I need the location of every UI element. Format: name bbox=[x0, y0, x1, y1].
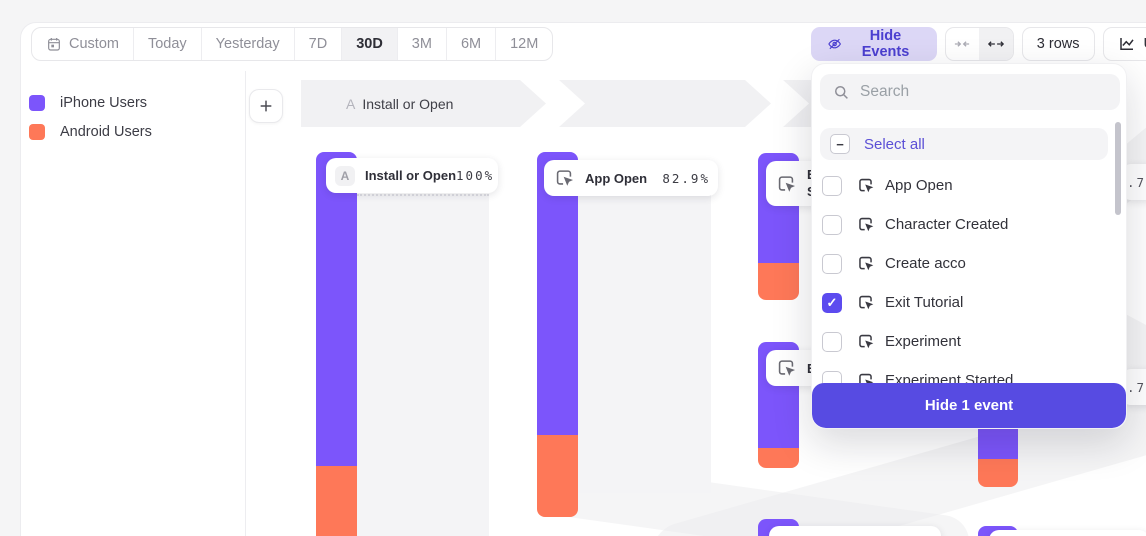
step-card-install-or-open: A Install or Open 100% bbox=[326, 158, 498, 193]
step-badge: A bbox=[335, 165, 355, 186]
step-card-value: 82.9% bbox=[662, 170, 710, 186]
add-step-button[interactable] bbox=[249, 89, 283, 123]
legend-label: iPhone Users bbox=[60, 95, 148, 111]
select-all-checkbox[interactable] bbox=[830, 134, 850, 154]
legend-item-iphone-users[interactable]: iPhone Users bbox=[29, 95, 152, 111]
toolbar-right: Hide Events 3 rows U bbox=[811, 27, 1146, 61]
event-icon bbox=[775, 173, 797, 195]
event-item-create-acco[interactable]: Create acco bbox=[812, 244, 1126, 283]
date-range-custom[interactable]: Custom bbox=[32, 28, 134, 60]
funnel-step-header-2[interactable] bbox=[559, 80, 771, 127]
arrows-collapse-icon bbox=[955, 41, 970, 47]
event-icon bbox=[856, 332, 875, 351]
date-range-6m[interactable]: 6M bbox=[447, 28, 497, 60]
date-range-30d[interactable]: 30D bbox=[342, 28, 398, 60]
edge-value: .7% bbox=[1127, 174, 1146, 190]
main-panel: Custom Today Yesterday 7D 30D 3M 6M 12M … bbox=[20, 22, 1146, 536]
event-item-exit-tutorial[interactable]: Exit Tutorial bbox=[812, 283, 1126, 322]
bar-segment-android bbox=[758, 263, 799, 300]
plus-icon bbox=[260, 100, 272, 112]
rows-button[interactable]: 3 rows bbox=[1021, 27, 1095, 61]
funnel-bar-step1[interactable] bbox=[316, 152, 357, 536]
event-icon bbox=[856, 215, 875, 234]
legend-item-android-users[interactable]: Android Users bbox=[29, 124, 152, 140]
rows-label: 3 rows bbox=[1036, 36, 1080, 52]
event-label: Create acco bbox=[885, 255, 966, 272]
step-prefix: A bbox=[346, 95, 356, 112]
step-panel-1 bbox=[357, 194, 489, 536]
hide-selected-events-button[interactable]: Hide 1 event bbox=[812, 383, 1126, 428]
search-input[interactable] bbox=[860, 83, 1108, 101]
date-range-12m[interactable]: 12M bbox=[510, 36, 539, 52]
date-range-label: Custom bbox=[69, 36, 119, 52]
event-checkbox[interactable] bbox=[822, 331, 842, 352]
calendar-icon bbox=[48, 38, 60, 51]
event-checkbox[interactable] bbox=[822, 253, 842, 274]
bar-segment-android bbox=[978, 459, 1018, 487]
event-item-app-open[interactable]: App Open bbox=[812, 166, 1126, 205]
event-icon bbox=[856, 176, 875, 195]
step-card-label: Install or Open bbox=[365, 168, 457, 183]
bar-segment-iphone bbox=[537, 152, 578, 435]
legend-swatch bbox=[29, 95, 45, 111]
step-card-label: App Open bbox=[585, 170, 648, 186]
chart-type-button[interactable]: U bbox=[1102, 27, 1146, 61]
date-range-3m[interactable]: 3M bbox=[398, 28, 447, 60]
funnel-step-header-1[interactable]: A Install or Open bbox=[301, 80, 546, 127]
event-icon bbox=[856, 254, 875, 273]
dropdown-scrollbar-thumb[interactable] bbox=[1115, 122, 1121, 215]
legend-swatch bbox=[29, 124, 45, 140]
event-icon bbox=[775, 357, 797, 379]
bar-segment-android bbox=[758, 448, 799, 468]
step-card-app-open: App Open 82.9% bbox=[544, 160, 718, 196]
hide-events-button[interactable]: Hide Events bbox=[811, 27, 937, 61]
arrows-expand-icon bbox=[987, 41, 1005, 47]
event-checkbox[interactable] bbox=[822, 214, 842, 235]
event-label: Character Created bbox=[885, 216, 1009, 233]
expand-columns-button[interactable] bbox=[979, 28, 1013, 60]
edge-value: .7% bbox=[1127, 379, 1146, 395]
step-card-value: 100% bbox=[456, 168, 495, 183]
series-legend: iPhone Users Android Users bbox=[29, 95, 152, 153]
collapse-columns-button[interactable] bbox=[946, 28, 980, 60]
funnel-bar-step2[interactable] bbox=[537, 152, 578, 517]
step-panel-2 bbox=[578, 194, 711, 493]
event-label: App Open bbox=[885, 177, 953, 194]
hide-events-label: Hide Events bbox=[861, 28, 910, 60]
event-icon bbox=[553, 167, 575, 189]
date-range-7d[interactable]: 7D bbox=[295, 28, 343, 60]
search-box bbox=[820, 74, 1120, 110]
event-item-character-created[interactable]: Character Created bbox=[812, 205, 1126, 244]
width-toggle-control bbox=[944, 27, 1014, 61]
select-all-row[interactable]: Select all bbox=[820, 128, 1108, 160]
legend-label: Android Users bbox=[60, 124, 152, 140]
event-label: Exit Tutorial bbox=[885, 294, 964, 311]
event-checkbox[interactable] bbox=[822, 292, 842, 313]
hide-events-dropdown: Select all App Open Character Created Cr… bbox=[811, 63, 1127, 429]
bar-segment-iphone bbox=[316, 152, 357, 466]
chart-type-label: U bbox=[1144, 36, 1146, 52]
date-range-yesterday[interactable]: Yesterday bbox=[202, 28, 295, 60]
step-header-label: A Install or Open bbox=[301, 96, 453, 112]
event-checkbox[interactable] bbox=[822, 175, 842, 196]
search-icon bbox=[835, 86, 848, 99]
step-card-partial-3 bbox=[769, 526, 941, 536]
event-icon bbox=[856, 293, 875, 312]
eye-off-icon bbox=[828, 38, 842, 50]
date-range-control: Custom Today Yesterday 7D 30D 3M 6M 12M bbox=[31, 27, 554, 61]
sidebar-divider bbox=[245, 71, 246, 536]
select-all-label: Select all bbox=[864, 135, 925, 153]
bar-segment-android bbox=[537, 435, 578, 517]
line-chart-icon bbox=[1119, 38, 1134, 50]
step-name: Install or Open bbox=[362, 95, 454, 112]
bar-segment-android bbox=[316, 466, 357, 536]
event-item-experiment[interactable]: Experiment bbox=[812, 322, 1126, 361]
step-card-partial-4 bbox=[989, 530, 1146, 536]
event-label: Experiment bbox=[885, 333, 961, 350]
date-range-today[interactable]: Today bbox=[134, 28, 202, 60]
